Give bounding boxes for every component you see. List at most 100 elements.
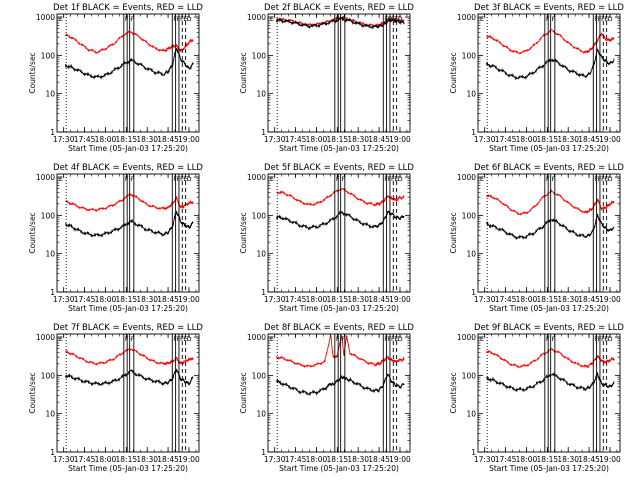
marker-flag-label: F — [131, 335, 135, 343]
y-tick-label: 10 — [45, 410, 55, 419]
x-tick-label: 17:45 — [495, 295, 517, 304]
plot-frame — [267, 333, 411, 453]
chart-title: Det 4f BLACK = Events, RED = LLD — [53, 163, 203, 173]
marker-flag-label: F — [180, 335, 184, 343]
marker-flag-label: F — [388, 175, 392, 183]
marker-flag-label: D — [398, 335, 403, 343]
marker-flag-label: F — [552, 15, 556, 23]
series-group — [65, 192, 194, 238]
marker-flag-label: F — [125, 175, 129, 183]
marker-flag-label: F — [177, 335, 181, 343]
x-tick-label: 18:15 — [116, 135, 138, 144]
y-tick-label: 100 — [462, 51, 477, 60]
corner-label: E — [480, 15, 484, 23]
x-tick-label: 17:30 — [53, 135, 75, 144]
series-group — [485, 189, 615, 241]
x-tick-label: 18:30 — [347, 135, 369, 144]
x-tick-label: 18:15 — [327, 295, 349, 304]
series-line-lld — [486, 189, 615, 216]
x-tick-label: 18:30 — [136, 135, 158, 144]
x-tick-label: 17:45 — [285, 135, 307, 144]
x-tick-label: 18:15 — [537, 295, 559, 304]
x-tick-label: 18:15 — [327, 455, 349, 464]
series-group — [64, 30, 194, 80]
chart-title: Det 8f BLACK = Events, RED = LLD — [264, 323, 414, 333]
series-line-lld — [485, 347, 615, 369]
marker-flag-label: D — [398, 15, 403, 23]
series-line-lld — [65, 30, 194, 54]
y-tick-label: 100 — [252, 51, 267, 60]
y-tick-label: 1 — [261, 288, 266, 297]
marker-flag-label: F — [388, 335, 392, 343]
x-tick-label: 18:45 — [368, 455, 390, 464]
marker-flag-label: F — [125, 15, 129, 23]
y-axis-label: Counts/sec — [239, 372, 248, 413]
x-tick-label: 19:00 — [389, 135, 411, 144]
y-tick-label: 10 — [256, 90, 266, 99]
marker-flag-label: D — [608, 15, 613, 23]
marker-flag-label: F — [177, 15, 181, 23]
marker-flag-label: F — [131, 15, 135, 23]
x-tick-label: 18:45 — [368, 295, 390, 304]
series-line-lld — [65, 192, 194, 212]
y-tick-label: 1 — [50, 128, 55, 137]
series-line-events — [276, 373, 405, 396]
marker-flag-label: F — [342, 15, 346, 23]
marker-flag-label: F — [391, 335, 395, 343]
x-tick-label: 19:00 — [599, 295, 621, 304]
series-group — [275, 187, 405, 231]
marker-flag-label: F — [173, 175, 177, 183]
marker-flag-label: D — [187, 175, 192, 183]
y-tick-label: 1000 — [457, 173, 476, 182]
marker-flag-label: F — [598, 335, 602, 343]
y-tick-label: 1000 — [247, 13, 266, 22]
y-axis-label: Counts/sec — [449, 212, 458, 253]
x-tick-label: 19:00 — [389, 295, 411, 304]
marker-flag-label: F — [601, 15, 605, 23]
y-tick-label: 1000 — [36, 173, 55, 182]
y-tick-label: 1000 — [247, 333, 266, 342]
y-axis-label: Counts/sec — [239, 52, 248, 93]
x-tick-label: 19:00 — [178, 455, 200, 464]
series-line-lld — [275, 334, 405, 368]
marker-flag-label: F — [131, 175, 135, 183]
marker-flag-label: F — [384, 335, 388, 343]
x-tick-label: 18:30 — [557, 135, 579, 144]
corner-label: E — [270, 175, 274, 183]
x-tick-label: 18:30 — [557, 455, 579, 464]
plot-frame — [56, 333, 200, 453]
plot-frame — [477, 333, 621, 453]
x-tick-label: 19:00 — [599, 135, 621, 144]
chart-title: Det 3f BLACK = Events, RED = LLD — [474, 3, 624, 13]
x-tick-label: 18:15 — [327, 135, 349, 144]
y-tick-label: 10 — [256, 410, 266, 419]
marker-flag-label: F — [594, 15, 598, 23]
y-tick-label: 1000 — [247, 173, 266, 182]
series-group — [275, 15, 405, 30]
y-axis-label: Counts/sec — [449, 52, 458, 93]
x-tick-label: 18:45 — [578, 135, 600, 144]
marker-flag-label: D — [187, 335, 192, 343]
marker-flag-label: F — [601, 335, 605, 343]
x-tick-label: 17:30 — [264, 295, 286, 304]
marker-flag-label: F — [546, 335, 550, 343]
x-tick-label: 18:45 — [157, 455, 179, 464]
series-group — [485, 28, 615, 81]
x-axis-label: Start Time (05-Jan-03 17:25:20) — [68, 464, 188, 473]
marker-flag-label: F — [177, 175, 181, 183]
x-tick-label: 18:30 — [557, 295, 579, 304]
x-tick-label: 17:30 — [474, 135, 496, 144]
y-tick-label: 100 — [41, 51, 56, 60]
x-tick-label: 18:00 — [306, 455, 328, 464]
marker-flag-label: E — [604, 335, 608, 343]
x-tick-label: 18:45 — [157, 135, 179, 144]
marker-flag-label: F — [384, 175, 388, 183]
x-tick-label: 19:00 — [178, 295, 200, 304]
x-tick-label: 17:45 — [74, 135, 96, 144]
y-tick-label: 1 — [471, 128, 476, 137]
y-tick-label: 10 — [466, 410, 476, 419]
x-tick-label: 18:00 — [516, 455, 538, 464]
